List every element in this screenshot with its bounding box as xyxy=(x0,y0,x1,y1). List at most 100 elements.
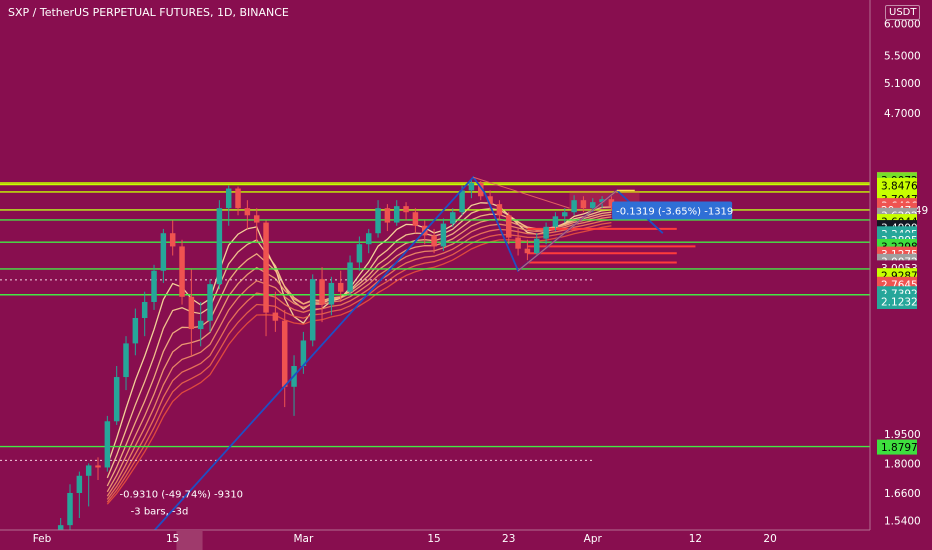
resistance-rays xyxy=(527,227,696,264)
candle-body xyxy=(253,215,260,223)
candle-body xyxy=(272,312,279,321)
measure-label: -0.9310 (-49.74%) -9310 xyxy=(119,489,243,500)
candle-body xyxy=(524,248,531,254)
candle xyxy=(524,239,531,261)
candle-body xyxy=(123,343,129,378)
candle xyxy=(197,301,204,347)
candle-body xyxy=(319,279,325,305)
ma-line xyxy=(106,216,612,497)
candle-body xyxy=(95,465,101,468)
candle-body xyxy=(365,233,372,245)
candle-body xyxy=(104,421,111,468)
price-tick: 4.7000 xyxy=(884,108,921,120)
candle xyxy=(608,196,615,211)
candle-body xyxy=(496,204,503,216)
time-tick: 15 xyxy=(427,533,440,545)
candle xyxy=(571,195,577,216)
candle xyxy=(533,233,540,256)
time-axis-bg xyxy=(0,530,932,550)
candle-body xyxy=(160,233,167,271)
candle-body xyxy=(225,188,232,209)
candle-body xyxy=(76,475,83,493)
candle-body xyxy=(216,208,223,285)
candle-body xyxy=(151,270,157,302)
candle-body xyxy=(552,216,559,227)
candle-body xyxy=(197,320,204,330)
candle xyxy=(375,200,381,238)
candle xyxy=(132,308,139,356)
candle-body xyxy=(263,222,269,313)
measure-box xyxy=(612,201,733,220)
candle xyxy=(253,208,260,242)
candle xyxy=(562,208,568,223)
candle xyxy=(216,200,223,290)
fib-line xyxy=(473,176,570,209)
candle xyxy=(300,331,307,374)
candle-body xyxy=(599,199,605,203)
candle xyxy=(244,200,251,229)
time-tick: Feb xyxy=(33,533,52,545)
candle-body xyxy=(281,320,288,387)
candle xyxy=(515,228,521,256)
time-tick: 12 xyxy=(689,533,702,545)
candle xyxy=(104,415,111,472)
price-label: 1.8797 xyxy=(877,439,918,455)
candle xyxy=(580,196,587,213)
candle xyxy=(365,228,372,254)
candle-body xyxy=(571,200,577,213)
candle xyxy=(76,471,83,519)
candle-body xyxy=(85,465,92,476)
candle xyxy=(281,309,288,408)
candle-body xyxy=(384,208,391,223)
candle-body xyxy=(505,215,512,238)
price-label-bg xyxy=(877,439,917,455)
time-tick: 15 xyxy=(166,533,179,545)
measure-label: -3 bars, -3d xyxy=(131,507,189,518)
candle-body xyxy=(347,262,353,292)
time-axis: Feb 15 Mar 15 23 Apr 12 20 xyxy=(0,529,932,550)
price-tick: 5.5000 xyxy=(884,50,921,62)
candle xyxy=(403,202,409,221)
candle xyxy=(356,236,363,271)
candle xyxy=(319,267,325,323)
candle-body xyxy=(562,212,568,217)
candle-body xyxy=(207,284,213,321)
price-label-text: 1.8797 xyxy=(881,442,918,454)
candle xyxy=(188,269,195,356)
fib-line xyxy=(517,190,618,272)
candle xyxy=(169,220,176,256)
candle-body xyxy=(244,208,251,216)
candle xyxy=(543,222,549,245)
candle xyxy=(95,457,101,481)
candle-body xyxy=(543,226,549,239)
price-tick: 1.9500 xyxy=(884,429,921,441)
candle xyxy=(179,239,185,305)
candle-body xyxy=(403,206,409,213)
candle-body xyxy=(309,279,316,341)
price-tick: 1.6600 xyxy=(884,488,921,500)
candle-body xyxy=(515,237,521,249)
candle-body xyxy=(141,301,148,318)
candle-body xyxy=(375,208,381,234)
candle xyxy=(151,264,157,310)
candle-body xyxy=(431,235,437,247)
candle xyxy=(337,270,344,302)
candle xyxy=(225,185,232,226)
candle-body xyxy=(179,246,185,297)
candle xyxy=(477,180,484,201)
chart-title: SXP / TetherUS PERPETUAL FUTURES, 1D, BI… xyxy=(8,6,289,19)
time-tick: 20 xyxy=(763,533,776,545)
measure-label: -0.1319 (-3.65%) -1319 xyxy=(616,206,733,217)
candle xyxy=(263,220,269,337)
harmonic-pattern xyxy=(149,175,664,536)
candle-body xyxy=(393,206,400,223)
candle-body xyxy=(67,492,73,526)
price-label-text: 3.8476 xyxy=(881,180,918,192)
price-label-bg xyxy=(877,177,917,193)
candle-body xyxy=(440,223,447,247)
currency-badge[interactable]: USDT xyxy=(885,5,921,20)
range-highlight xyxy=(176,530,203,550)
candle-body xyxy=(412,212,419,226)
